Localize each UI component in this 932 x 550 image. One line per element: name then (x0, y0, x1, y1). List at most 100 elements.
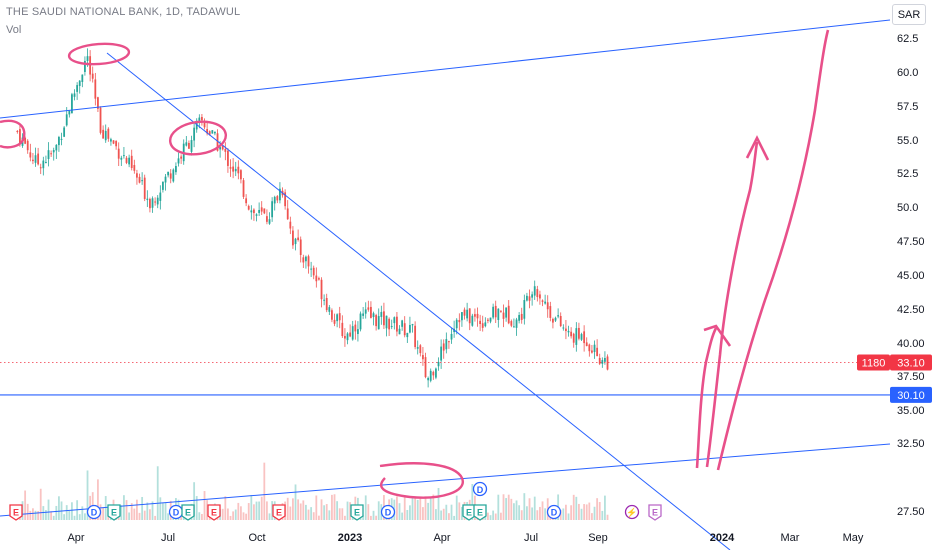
dividend-marker-label: D (477, 485, 484, 495)
candle-body (500, 310, 502, 312)
candle-body (260, 207, 263, 212)
candle-body (149, 198, 151, 209)
volume-bar (427, 502, 430, 520)
support-badge (890, 386, 932, 403)
volume-bar (242, 512, 245, 520)
candle-body (557, 315, 560, 317)
candle-body (305, 256, 307, 262)
price-tick-label: 52.5 (897, 168, 918, 180)
price-tick-label: 37.50 (897, 371, 925, 383)
volume-bar (437, 487, 440, 520)
event-marker-label: E (354, 508, 360, 518)
candle-body (497, 308, 500, 320)
volume-bar (450, 504, 453, 520)
volume-bar (154, 515, 157, 520)
volume-bar (533, 496, 536, 520)
candle-body (429, 370, 432, 381)
candle-body (559, 316, 562, 327)
candle-body (450, 333, 453, 340)
dividend-marker-icon (472, 481, 488, 497)
candle-body (180, 156, 183, 159)
candle-body (193, 127, 196, 141)
candle-body (471, 315, 474, 326)
candle-body (606, 356, 609, 370)
volume-bar (401, 512, 404, 520)
candle-body (357, 329, 359, 334)
candle-body (268, 219, 271, 224)
candle-body (125, 157, 128, 163)
volume-bar (598, 502, 601, 520)
candle-body (476, 313, 479, 319)
candle-body (266, 216, 268, 222)
volume-bar (237, 502, 240, 520)
price-tick-label: 57.5 (897, 101, 918, 113)
candle-body (432, 371, 435, 376)
candle-body (479, 320, 482, 324)
candle-body (297, 237, 300, 240)
candle-body (546, 302, 549, 310)
candle-body (596, 347, 599, 357)
candle-body (354, 324, 357, 332)
candle-body (570, 331, 573, 337)
candle-body (208, 131, 211, 135)
candle-body (211, 130, 214, 134)
price-tick-label: 45.00 (897, 270, 925, 282)
candle-body (63, 127, 66, 137)
candle-body (206, 129, 209, 134)
candle-body (19, 129, 21, 144)
candle-body (162, 181, 164, 190)
event-markers: DE D E D E E E E D E E D ⚡ E (9, 481, 662, 521)
volume-bar (440, 510, 443, 520)
volume-bar (364, 495, 367, 520)
time-tick-label: Sep (588, 532, 608, 544)
candle-body (37, 153, 40, 165)
volume-bar (45, 510, 47, 520)
candle-body (177, 158, 180, 164)
candle-body (16, 131, 19, 133)
candle-body (310, 268, 313, 270)
candle-body (29, 152, 32, 158)
volume-label: Vol (6, 24, 22, 36)
volume-bar (52, 515, 55, 520)
arrow-annotation (716, 29, 830, 471)
candle-body (112, 140, 115, 144)
currency-button[interactable]: SAR (892, 4, 926, 25)
candle-body (102, 129, 105, 139)
volume-bar (570, 505, 573, 520)
price-tick-label: 47.50 (897, 236, 925, 248)
volume-bar (523, 493, 526, 520)
candle-body (172, 169, 175, 182)
volume-bar (562, 508, 565, 520)
candle-body (463, 309, 466, 316)
volume-bar (565, 504, 567, 520)
volume-bar (526, 506, 528, 520)
volume-bar (65, 505, 68, 520)
volume-bar (143, 510, 146, 520)
volume-bar (206, 500, 209, 520)
price-tick-label: 50.0 (897, 202, 918, 214)
volume-bar (328, 510, 331, 520)
candle-body (240, 170, 242, 180)
volume-bar (201, 513, 203, 520)
volume-bar (325, 504, 328, 520)
event-marker-label: E (466, 508, 472, 518)
volume-bar (458, 502, 461, 520)
volume-bar (253, 504, 255, 520)
volume-bar (372, 510, 375, 520)
volume-bar (528, 498, 531, 520)
candle-body (419, 345, 422, 354)
candle-body (52, 150, 55, 153)
volume-bar (604, 495, 606, 520)
time-tick-label: 2023 (338, 532, 362, 544)
volume-bar (78, 514, 81, 520)
candle-body (604, 357, 606, 362)
volume-bar (497, 494, 500, 520)
candle-body (375, 315, 378, 327)
price-tick-label: 32.50 (897, 438, 925, 450)
candle-body (104, 130, 107, 141)
time-tick-label: Oct (248, 532, 265, 544)
volume-bar (310, 507, 313, 520)
candle-body (302, 257, 305, 263)
volume-bar (151, 501, 154, 520)
